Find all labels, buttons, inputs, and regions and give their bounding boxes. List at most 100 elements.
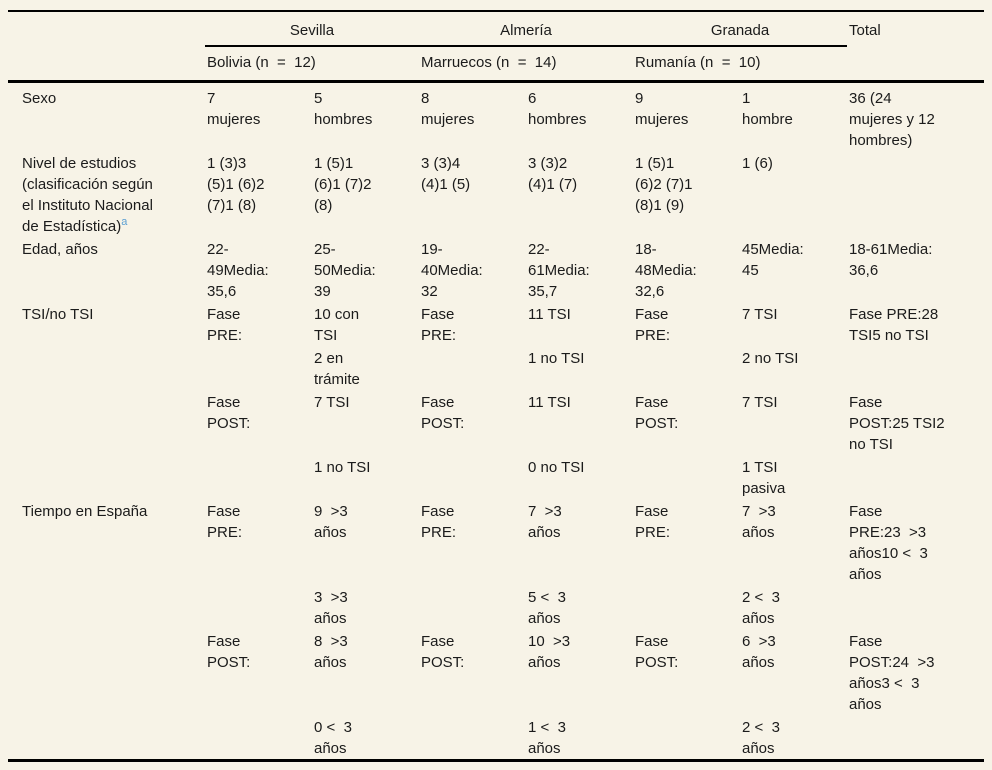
table-cell: 11 TSI <box>528 306 571 323</box>
table-cell: 7 TSI <box>742 306 778 323</box>
row-label-text: TSI/no TSI <box>22 306 94 323</box>
table-cell: 3 (3)4 (4)1 (5) <box>421 155 471 193</box>
table-cell: Fase PRE: <box>421 306 457 344</box>
table-cell: 1 no TSI <box>528 350 585 367</box>
row-label-text: Sexo <box>22 90 57 107</box>
table-cell: 1 (6) <box>742 155 773 172</box>
table-cell <box>205 715 312 761</box>
table-cell: 7 TSI <box>314 394 350 411</box>
row-tsi-post: Fase POST: 7 TSI Fase POST: 11 TSI Fase … <box>8 390 984 455</box>
group-header-sevilla: Sevilla <box>205 11 419 47</box>
table-cell: 0 < 3 años <box>314 719 352 757</box>
table-cell: 7 >3 años <box>528 503 562 541</box>
table-cell <box>633 346 740 390</box>
row-label-text: Edad, años <box>22 241 98 258</box>
subgroup-header-bolivia: Bolivia (n = 12) <box>205 46 419 83</box>
table-cell: 18-61Media: 36,6 <box>849 241 933 279</box>
table-cell: Fase POST: <box>635 394 679 432</box>
row-tsi-pre-2: 2 en trámite 1 no TSI 2 no TSI <box>8 346 984 390</box>
table-cell: 1 (5)1 (6)2 (7)1 (8)1 (9) <box>635 155 693 214</box>
table-cell: Fase POST: <box>421 394 465 432</box>
table-cell: 2 < 3 años <box>742 719 780 757</box>
table-cell <box>633 455 740 499</box>
table-cell: Fase PRE: <box>207 306 243 344</box>
table-cell: Fase PRE: <box>421 503 457 541</box>
table-cell <box>847 455 984 499</box>
row-label-text: Nivel de estudios (clasificación según e… <box>22 155 153 235</box>
table-cell: Fase PRE: <box>635 306 671 344</box>
table-body: Sexo 7 mujeres 5 hombres 8 mujeres 6 hom… <box>8 82 984 761</box>
table-cell: Fase PRE: <box>207 503 243 541</box>
table-cell <box>205 346 312 390</box>
table-cell: 0 no TSI <box>528 459 585 476</box>
table-cell <box>205 585 312 629</box>
row-tsi-post-2: 1 no TSI 0 no TSI 1 TSI pasiva <box>8 455 984 499</box>
table-cell: 2 en trámite <box>314 350 360 388</box>
group-header-granada: Granada <box>633 11 847 47</box>
table-cell <box>419 715 526 761</box>
row-label <box>8 346 205 390</box>
corner-cell <box>8 11 205 46</box>
table-cell: 9 >3 años <box>314 503 348 541</box>
country-header-row: Bolivia (n = 12) Marruecos (n = 14) Ruma… <box>8 46 984 83</box>
table-cell: 1 no TSI <box>314 459 371 476</box>
row-nivel-de-estudios: Nivel de estudios (clasificación según e… <box>8 151 984 237</box>
table-cell <box>847 151 984 237</box>
table-container: Sevilla Almería Granada Total Bolivia (n… <box>8 10 984 762</box>
row-label: Edad, años <box>8 237 205 302</box>
row-label: TSI/no TSI <box>8 302 205 346</box>
table-cell: 11 TSI <box>528 394 571 411</box>
subgroup-header-rumania: Rumanía (n = 10) <box>633 46 847 83</box>
row-label <box>8 585 205 629</box>
table-cell: 1 (3)3 (5)1 (6)2 (7)1 (8) <box>207 155 265 214</box>
table-cell: 1 TSI pasiva <box>742 459 786 497</box>
table-cell: 10 con TSI <box>314 306 360 344</box>
demographics-table: Sevilla Almería Granada Total Bolivia (n… <box>8 10 984 762</box>
table-cell: 8 >3 años <box>314 633 348 671</box>
table-cell: 45Media: 45 <box>742 241 804 279</box>
table-cell: 6 hombres <box>528 90 587 128</box>
row-label: Nivel de estudios (clasificación según e… <box>8 151 205 237</box>
table-cell: 22- 61Media: 35,7 <box>528 241 590 300</box>
table-cell: Fase POST:25 TSI2 no TSI <box>849 394 945 453</box>
table-cell: 3 (3)2 (4)1 (7) <box>528 155 578 193</box>
table-cell <box>847 346 984 390</box>
table-cell: 7 TSI <box>742 394 778 411</box>
row-label: Tiempo en España <box>8 499 205 585</box>
table-cell: 18- 48Media: 32,6 <box>635 241 697 300</box>
table-cell: Fase POST:24 >3 años3 < 3 años <box>849 633 935 713</box>
table-cell: 36 (24 mujeres y 12 hombres) <box>849 90 935 149</box>
table-cell: 2 < 3 años <box>742 589 780 627</box>
table-cell: 19- 40Media: 32 <box>421 241 483 300</box>
footnote-a-link[interactable]: a <box>121 216 128 228</box>
total-header-spacer <box>847 46 984 83</box>
total-header: Total <box>849 22 881 39</box>
table-cell <box>419 585 526 629</box>
table-cell <box>419 346 526 390</box>
table-cell: Fase PRE:28 TSI5 no TSI <box>849 306 939 344</box>
row-label <box>8 455 205 499</box>
row-label-text: Tiempo en España <box>22 503 148 520</box>
group-header-almeria: Almería <box>419 11 633 47</box>
row-tiempo-pre-2: 3 >3 años 5 < 3 años 2 < 3 años <box>8 585 984 629</box>
table-cell: Fase POST: <box>207 633 251 671</box>
table-cell: 22- 49Media: 35,6 <box>207 241 269 300</box>
table-cell: 8 mujeres <box>421 90 475 128</box>
row-tsi-pre: TSI/no TSI Fase PRE: 10 con TSI Fase PRE… <box>8 302 984 346</box>
table-cell: Fase POST: <box>207 394 251 432</box>
row-sexo: Sexo 7 mujeres 5 hombres 8 mujeres 6 hom… <box>8 82 984 152</box>
table-cell <box>205 455 312 499</box>
table-cell: Fase PRE:23 >3 años10 < 3 años <box>849 503 928 583</box>
row-label <box>8 715 205 761</box>
table-header: Sevilla Almería Granada Total Bolivia (n… <box>8 11 984 83</box>
row-label: Sexo <box>8 82 205 152</box>
table-cell <box>419 455 526 499</box>
table-cell: 3 >3 años <box>314 589 348 627</box>
row-tiempo-post-2: 0 < 3 años 1 < 3 años 2 < 3 años <box>8 715 984 761</box>
table-cell <box>633 715 740 761</box>
table-cell <box>847 715 984 761</box>
table-cell: 1 (5)1 (6)1 (7)2 (8) <box>314 155 372 214</box>
row-label <box>8 390 205 455</box>
table-cell: 1 < 3 años <box>528 719 566 757</box>
corner-cell-2 <box>8 46 205 83</box>
